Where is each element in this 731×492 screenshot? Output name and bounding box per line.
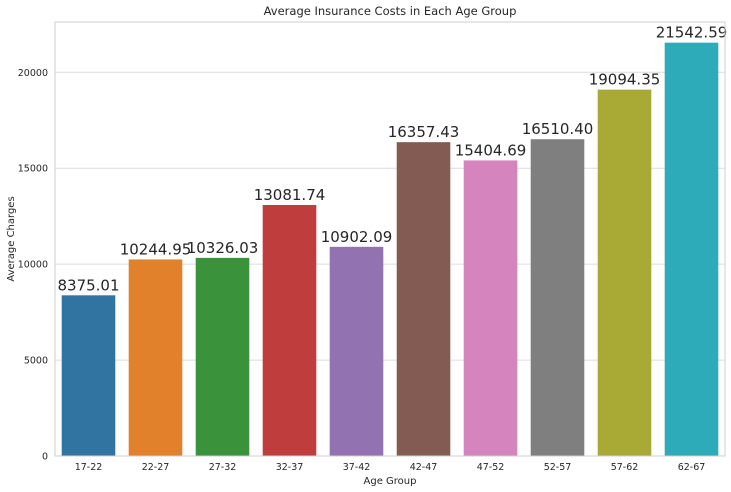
x-tick-label: 52-57 xyxy=(544,462,572,473)
x-tick-label: 32-37 xyxy=(276,462,304,473)
x-axis-label: Age Group xyxy=(364,476,417,487)
y-axis-label: Average Charges xyxy=(6,196,17,281)
y-tick-label: 0 xyxy=(42,452,48,463)
bar-value-label: 19094.35 xyxy=(589,71,661,89)
bar-47-52 xyxy=(463,160,518,456)
bar-52-57 xyxy=(530,139,585,456)
bar-value-label: 13081.74 xyxy=(254,186,326,204)
plot-border xyxy=(54,21,726,457)
x-tick-label: 17-22 xyxy=(75,462,103,473)
y-tick-label: 5000 xyxy=(24,356,48,367)
x-tick-label: 27-32 xyxy=(209,462,237,473)
bar-value-label: 16510.40 xyxy=(522,120,594,138)
x-tick-label: 47-52 xyxy=(477,462,505,473)
bar-value-label: 10326.03 xyxy=(187,239,259,257)
y-tick-label: 15000 xyxy=(18,164,48,175)
bar-62-67 xyxy=(664,42,719,457)
x-tick-label: 62-67 xyxy=(678,462,706,473)
x-tick-label: 22-27 xyxy=(142,462,170,473)
bar-22-27 xyxy=(128,259,183,456)
bar-value-label: 16357.43 xyxy=(388,123,460,141)
bar-value-label: 10902.09 xyxy=(321,228,393,246)
chart-title: Average Insurance Costs in Each Age Grou… xyxy=(264,4,517,18)
bar-value-label: 21542.59 xyxy=(656,24,728,42)
x-tick-label: 42-47 xyxy=(410,462,438,473)
bar-32-37 xyxy=(262,205,317,456)
x-tick-label: 57-62 xyxy=(611,462,639,473)
bar-42-47 xyxy=(396,142,451,457)
bar-value-label: 8375.01 xyxy=(57,276,119,294)
bar-37-42 xyxy=(329,246,384,456)
y-tick-label: 10000 xyxy=(18,260,48,271)
bar-value-label: 10244.95 xyxy=(120,240,192,258)
x-tick-label: 37-42 xyxy=(343,462,371,473)
bar-57-62 xyxy=(597,89,652,457)
bar-17-22 xyxy=(61,295,116,456)
bar-value-label: 15404.69 xyxy=(455,141,527,159)
bar-27-32 xyxy=(195,257,250,456)
y-tick-label: 20000 xyxy=(18,68,48,79)
